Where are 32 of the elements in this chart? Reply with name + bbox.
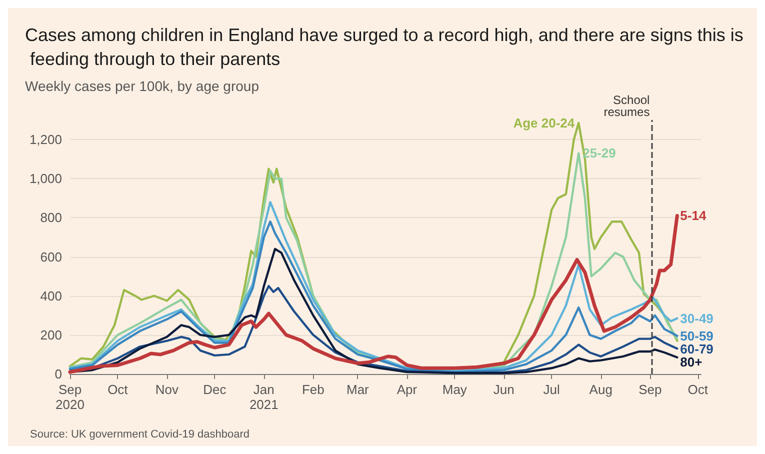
y-tick-label: 600: [40, 249, 62, 264]
x-tick-label: Oct: [108, 382, 128, 397]
x-tick-label: Jun: [493, 382, 514, 397]
x-tick-label: Nov: [155, 382, 180, 397]
line-series: [68, 284, 678, 374]
x-tick-label: Jul: [543, 382, 560, 397]
series-label: 50-59: [680, 328, 714, 344]
series-label: 30-49: [680, 310, 714, 326]
x-tick-label: Sep: [638, 382, 662, 397]
series-label: 80+: [680, 354, 703, 370]
y-tick-label: 0: [54, 366, 62, 382]
y-tick-label: 400: [40, 288, 62, 304]
series-label: 5-14: [680, 208, 707, 224]
x-tick-label: Feb: [302, 382, 324, 397]
ref-line-label: School resumes: [604, 93, 650, 119]
y-tick-label: 1,200: [29, 132, 62, 148]
x-tick-label: May: [442, 382, 468, 397]
source-note: Source: UK government Covid-19 dashboard: [30, 428, 250, 440]
y-tick-label: 1,000: [29, 171, 62, 186]
chart-title: Cases among children in England have surged to a record high, and there are signs this is feeding through to their parents: [25, 25, 744, 69]
series-label: Age 20-24: [513, 115, 576, 130]
x-tick-label: Sep 2020: [56, 382, 84, 412]
y-tick-label: 200: [40, 327, 62, 342]
x-tick-label: Dec: [203, 382, 227, 397]
y-tick-label: 800: [40, 210, 62, 226]
chart-subtitle: Weekly cases per 100k, by age group: [25, 78, 260, 94]
x-tick-label: Mar: [346, 382, 370, 397]
series-label: 60-79: [680, 341, 714, 356]
x-tick-label: Jan 2021: [249, 382, 278, 412]
x-tick-label: Oct: [688, 382, 708, 397]
x-tick-label: Apr: [396, 382, 418, 397]
x-tick-label: Aug: [589, 382, 612, 397]
